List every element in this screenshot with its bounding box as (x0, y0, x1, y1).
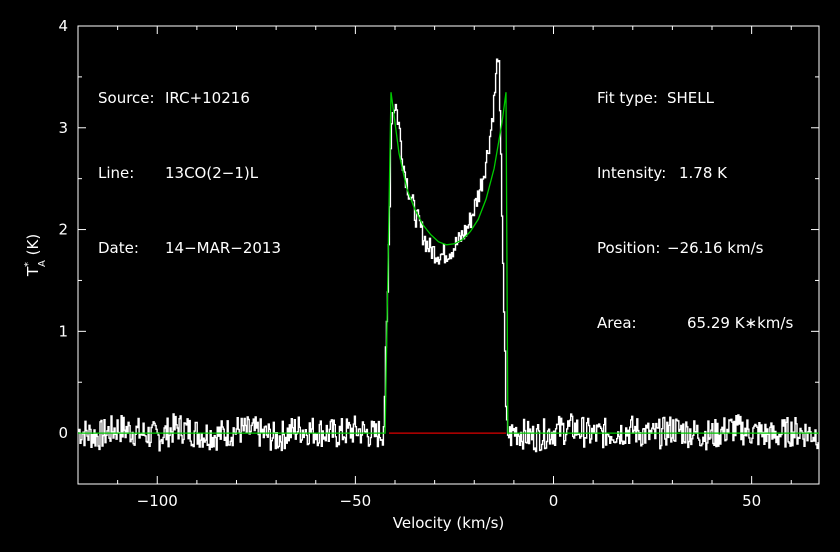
date-value: 14−MAR−2013 (165, 239, 282, 257)
y-axis-label-sup: * (23, 262, 34, 267)
chart-series (78, 58, 819, 453)
fit-line (78, 92, 819, 434)
source-label: Source: (98, 89, 155, 107)
date-label: Date: (98, 239, 139, 257)
y-axis-label-sub: A (37, 260, 48, 267)
y-tick-label: 4 (58, 17, 68, 35)
y-tick-label: 3 (58, 119, 68, 137)
source-value: IRC+10216 (165, 89, 250, 107)
axis-tick-labels: −100 −50 0 50 0 1 2 3 4 (58, 17, 761, 510)
position-value: −26.16 km/s (667, 239, 764, 257)
fit-type-label: Fit type: (597, 89, 658, 107)
fit-type-row: Fit type: SHELL (597, 86, 827, 111)
y-tick-label: 2 (58, 221, 68, 239)
area-value: 65.29 K∗km/s (687, 314, 794, 332)
line-row: Line: 13CO(2−1)L (98, 161, 281, 186)
y-axis-label: T* A (K) (23, 234, 48, 277)
x-tick-label: −100 (137, 492, 178, 510)
observation-info: Source: IRC+10216 Line: 13CO(2−1)L Date:… (98, 36, 281, 286)
plot-frame (77, 25, 820, 485)
axis-ticks (77, 25, 819, 485)
area-row: Area: 65.29 K∗km/s (597, 311, 827, 336)
intensity-label: Intensity: (597, 164, 667, 182)
intensity-row: Intensity: 1.78 K (597, 161, 827, 186)
fit-type-value: SHELL (667, 89, 714, 107)
date-row: Date: 14−MAR−2013 (98, 236, 281, 261)
spectrum-line (78, 58, 819, 453)
x-tick-label: 50 (742, 492, 761, 510)
x-tick-label: −50 (340, 492, 372, 510)
area-label: Area: (597, 314, 637, 332)
line-value: 13CO(2−1)L (165, 164, 259, 182)
y-axis-label-main: T (24, 266, 42, 277)
position-row: Position: −26.16 km/s (597, 236, 827, 261)
x-tick-label: 0 (549, 492, 559, 510)
x-axis-label: Velocity (km/s) (393, 514, 504, 532)
fit-info: Fit type: SHELL Intensity: 1.78 K Positi… (597, 36, 827, 361)
y-axis-label-unit: (K) (24, 234, 42, 260)
y-tick-label: 0 (58, 424, 68, 442)
y-tick-label: 1 (58, 322, 68, 340)
position-label: Position: (597, 239, 661, 257)
source-row: Source: IRC+10216 (98, 86, 281, 111)
line-label: Line: (98, 164, 135, 182)
intensity-value: 1.78 K (679, 164, 728, 182)
